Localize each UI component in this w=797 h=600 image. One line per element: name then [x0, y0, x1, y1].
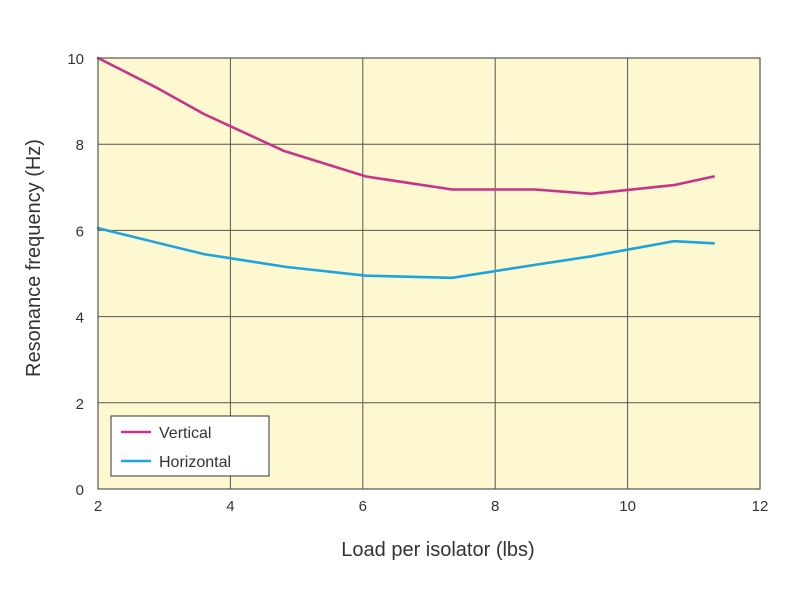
- legend: Vertical Horizontal: [110, 415, 270, 477]
- legend-label: Vertical: [159, 425, 211, 442]
- series-line-vertical: [96, 56, 716, 196]
- legend-item-vertical: Vertical: [121, 425, 211, 442]
- x-axis-title: Load per isolator (lbs): [341, 539, 534, 561]
- x-tick-label: 2: [94, 498, 102, 515]
- series-layer: [96, 56, 716, 280]
- legend-label: Horizontal: [159, 454, 231, 471]
- y-tick-label: 10: [67, 51, 84, 68]
- y-tick-label: 8: [76, 137, 84, 154]
- x-tick-label: 8: [491, 498, 499, 515]
- x-tick-label: 4: [226, 498, 234, 515]
- x-tick-label: 12: [752, 498, 769, 515]
- y-tick-label: 0: [76, 482, 84, 499]
- plot-frame: [97, 57, 761, 490]
- x-tick-label: 10: [619, 498, 636, 515]
- grid: [98, 58, 760, 489]
- legend-item-horizontal: Horizontal: [121, 454, 231, 471]
- y-tick-label: 2: [76, 396, 84, 413]
- legend-box: [110, 415, 270, 477]
- x-tick-label: 6: [359, 498, 367, 515]
- y-axis-title: Resonance frequency (Hz): [23, 139, 45, 377]
- y-tick-label: 4: [76, 310, 84, 327]
- y-tick-label: 6: [76, 223, 84, 240]
- series-line-horizontal: [96, 226, 716, 280]
